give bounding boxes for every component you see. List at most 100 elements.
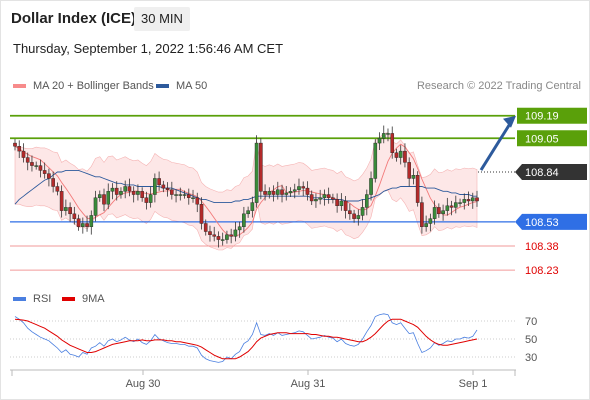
- rsi-tick-70: 70: [525, 316, 537, 328]
- candle-body: [212, 234, 217, 237]
- level-label-bg-last: [515, 164, 587, 181]
- candle-body: [386, 133, 390, 135]
- candle-body: [81, 223, 85, 227]
- level-label-109.05: 109.05: [525, 133, 559, 145]
- time-axis: Aug 30 Aug 31 Sep 1: [10, 369, 516, 390]
- candle-body: [360, 207, 365, 216]
- legend-bollinger-label: MA 20 + Bollinger Bands: [33, 80, 154, 92]
- candle-body: [110, 187, 115, 192]
- candle-body: [127, 186, 132, 192]
- candle-body: [348, 210, 352, 215]
- candle-body: [331, 197, 335, 200]
- candle-body: [242, 213, 246, 227]
- candle-body: [288, 191, 293, 194]
- rsi-ma-line: [14, 318, 478, 360]
- candle-body: [191, 197, 195, 199]
- candle-body: [17, 146, 22, 152]
- candle-body: [220, 239, 225, 241]
- candle-body: [445, 205, 450, 211]
- candle-body: [254, 142, 259, 203]
- candle-body: [292, 189, 297, 192]
- candle-body: [38, 165, 43, 171]
- legend-bollinger-swatch: [13, 84, 26, 88]
- legend-ma50: MA 50: [156, 80, 207, 92]
- rsi-tick-30: 30: [525, 352, 537, 364]
- candle-body: [30, 162, 34, 166]
- candle-body: [305, 187, 310, 195]
- candle-body: [76, 218, 81, 227]
- candle-body: [165, 187, 170, 190]
- rsi-tick-50: 50: [525, 334, 537, 346]
- candle-body: [326, 194, 331, 198]
- candle-body: [462, 199, 467, 203]
- candle-body: [170, 189, 174, 195]
- candle-body: [369, 178, 373, 195]
- candle-body: [284, 192, 289, 195]
- candle-body: [157, 178, 161, 186]
- candle-body: [161, 184, 166, 189]
- legend-bollinger: MA 20 + Bollinger Bands: [13, 80, 154, 92]
- bollinger-band-area: [14, 132, 478, 251]
- candle-body: [233, 229, 238, 237]
- candle-body: [407, 162, 411, 179]
- candle-body: [428, 218, 433, 224]
- candle-body: [131, 191, 136, 195]
- candle-body: [13, 142, 17, 147]
- time-tick-label-2: Sep 1: [459, 378, 488, 390]
- candle-body: [237, 226, 242, 231]
- candle-body: [263, 191, 267, 195]
- candle-body: [182, 194, 187, 196]
- legend-rsi-ma-swatch: [62, 297, 75, 301]
- candle-body: [68, 207, 72, 215]
- candle-body: [475, 197, 479, 202]
- candle-body: [186, 194, 191, 198]
- candle-body: [339, 200, 344, 207]
- level-label-109.19: 109.19: [525, 111, 559, 123]
- legend-rsi-swatch: [13, 297, 26, 301]
- candle-body: [72, 213, 77, 219]
- candle-body: [403, 150, 407, 163]
- candle-body: [275, 189, 280, 195]
- candle-body: [51, 178, 55, 187]
- projection-arrow-shaft: [479, 122, 512, 171]
- candle-body: [335, 199, 339, 207]
- chart-datetime: Thursday, September 1, 2022 1:56:46 AM C…: [13, 41, 284, 56]
- legend-rsi: RSI: [13, 293, 51, 305]
- candle-body: [59, 191, 64, 211]
- legend-rsi-ma: 9MA: [62, 293, 105, 305]
- legend-ma50-swatch: [156, 84, 169, 88]
- candle-body: [466, 199, 471, 202]
- candle-body: [343, 200, 348, 211]
- candle-body: [364, 194, 369, 208]
- bollinger-band: [14, 132, 478, 251]
- candle-body: [89, 215, 94, 227]
- candle-body: [377, 138, 382, 144]
- candle-body: [441, 210, 445, 215]
- candle-body: [178, 194, 183, 196]
- legend-ma50-label: MA 50: [176, 80, 208, 92]
- candle-body: [314, 199, 318, 202]
- legend-rsi-ma-label: 9MA: [82, 293, 105, 305]
- candle-body: [199, 203, 204, 224]
- candle-body: [280, 189, 284, 195]
- candle-body: [195, 197, 200, 205]
- timeframe-badge[interactable]: 30 MIN: [134, 7, 190, 31]
- candle-body: [424, 223, 428, 227]
- candle-body: [356, 215, 361, 219]
- candle-body: [106, 191, 111, 205]
- candle-body: [449, 205, 454, 208]
- candle-body: [225, 234, 229, 240]
- candle-body: [394, 152, 399, 158]
- candle-body: [390, 133, 395, 153]
- candle-body: [47, 173, 51, 179]
- candle-body: [318, 197, 322, 200]
- candle-body: [437, 207, 441, 215]
- candle-body: [216, 236, 221, 240]
- candle-body: [21, 150, 26, 158]
- candle-body: [119, 191, 123, 195]
- instrument-title: Dollar Index (ICE): [11, 10, 137, 27]
- legend-rsi-label: RSI: [33, 293, 52, 305]
- candle-body: [153, 178, 157, 195]
- candle-body: [381, 133, 386, 139]
